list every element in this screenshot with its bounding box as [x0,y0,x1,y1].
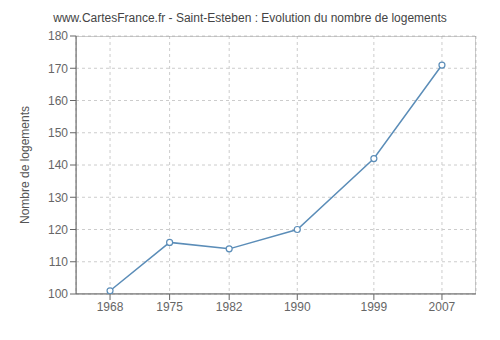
svg-text:1999: 1999 [361,300,388,314]
svg-text:1968: 1968 [97,300,124,314]
svg-text:140: 140 [48,158,68,172]
svg-text:1975: 1975 [156,300,183,314]
svg-text:170: 170 [48,62,68,76]
svg-text:160: 160 [48,94,68,108]
svg-text:100: 100 [48,287,68,301]
html-text:www.CartesFrance.fr - Saint-Es: www.CartesFrance.fr - Saint-Esteben : Ev… [53,11,447,25]
svg-text:150: 150 [48,126,68,140]
svg-text:1982: 1982 [216,300,243,314]
svg-text:120: 120 [48,223,68,237]
svg-text:130: 130 [48,191,68,205]
svg-text:Nombre de logements: Nombre de logements [18,106,32,224]
svg-text:180: 180 [48,29,68,43]
svg-text:1990: 1990 [284,300,311,314]
svg-text:2007: 2007 [429,300,456,314]
svg-text:110: 110 [49,255,68,269]
